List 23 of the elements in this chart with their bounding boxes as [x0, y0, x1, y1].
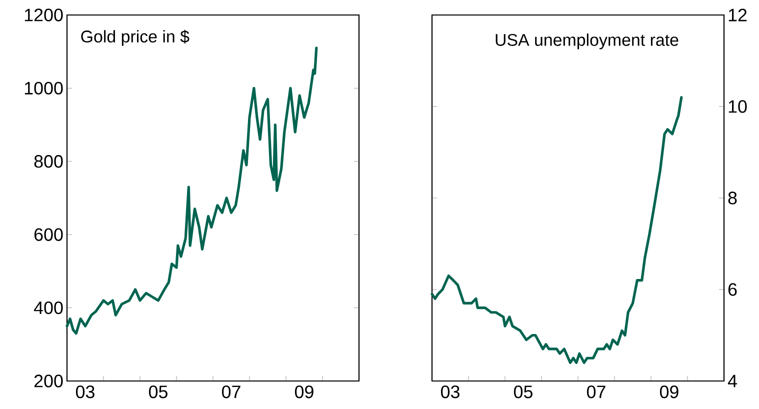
x-tick-label: 03 [76, 386, 94, 398]
text: Gold price in $ [81, 30, 190, 46]
x-tick-label: 09 [660, 386, 678, 398]
y-tick-label: 12 [728, 8, 747, 22]
y-tick-label: 4 [728, 374, 737, 388]
y-tick-label: 6 [728, 283, 737, 296]
y-tick-label: 400 [34, 301, 63, 314]
y-tick-label: 10 [728, 100, 747, 113]
line-series [66, 46, 318, 335]
text: USA unemployment rate [496, 34, 678, 50]
y-tick-label: 200 [34, 374, 63, 388]
y-tick-label: 1200 [24, 8, 63, 22]
y-tick-label: 8 [728, 192, 737, 204]
x-tick-label: 07 [586, 386, 606, 398]
y-tick-label: 1000 [24, 82, 63, 95]
x-tick-label: 09 [294, 386, 314, 398]
line-series [430, 96, 683, 364]
x-tick-label: 07 [222, 386, 240, 398]
x-tick-label: 05 [148, 386, 168, 398]
x-tick-label: 03 [440, 386, 460, 398]
y-tick-label: 600 [34, 228, 63, 241]
y-tick-label: 800 [34, 155, 63, 168]
x-tick-label: 05 [514, 386, 532, 398]
